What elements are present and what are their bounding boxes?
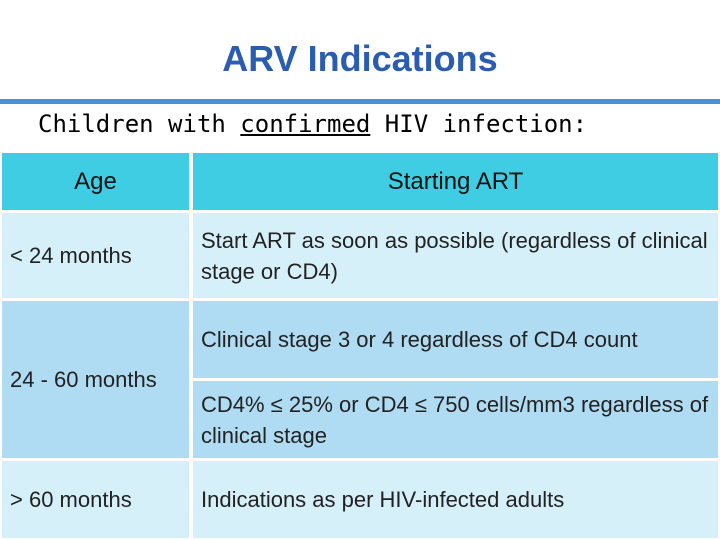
subtitle-suffix: HIV infection: — [370, 110, 588, 138]
row-over-60-criteria: Indications as per HIV-infected adults — [193, 461, 718, 538]
slide-subtitle: Children with confirmed HIV infection: — [38, 106, 587, 142]
subtitle-prefix: Children with — [38, 110, 241, 138]
row-24-60-criteria-1: Clinical stage 3 or 4 regardless of CD4 … — [193, 301, 718, 378]
header-age: Age — [2, 153, 189, 210]
slide-title: ARV Indications — [222, 38, 498, 79]
subtitle-underlined: confirmed — [240, 110, 371, 138]
row-under-24-criteria: Start ART as soon as possible (regardles… — [193, 213, 718, 298]
row-24-60-criteria-2: CD4% ≤ 25% or CD4 ≤ 750 cells/mm3 regard… — [193, 381, 718, 458]
row-over-60-age: > 60 months — [2, 461, 189, 538]
row-24-60-age: 24 - 60 months — [2, 301, 189, 458]
header-starting-art: Starting ART — [193, 153, 718, 210]
title-divider — [0, 99, 720, 104]
row-under-24-age: < 24 months — [2, 213, 189, 298]
